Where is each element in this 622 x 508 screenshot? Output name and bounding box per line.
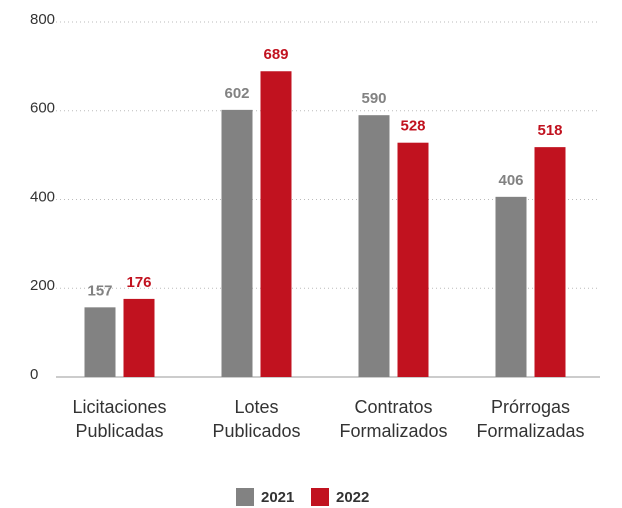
x-tick-label-line: Publicados [212, 421, 300, 441]
x-tick-label-line: Licitaciones [72, 397, 166, 417]
legend-label: 2021 [261, 489, 294, 506]
y-tick-label: 600 [30, 100, 55, 117]
bar [260, 71, 292, 377]
value-label: 590 [361, 90, 386, 107]
legend-label: 2022 [336, 489, 369, 506]
x-tick-label-line: Prórrogas [491, 397, 570, 417]
y-tick-label: 800 [30, 11, 55, 28]
bar [221, 109, 253, 378]
legend-swatch [236, 488, 254, 506]
bar [534, 147, 566, 377]
bar [358, 115, 390, 377]
legend-swatch [311, 488, 329, 506]
x-tick-label: Prórrogas Formalizadas [476, 397, 584, 441]
y-tick-label: 200 [30, 277, 55, 294]
value-label: 602 [224, 85, 249, 102]
bar [397, 142, 429, 377]
bar [84, 307, 116, 377]
value-label: 518 [537, 122, 562, 139]
value-label: 689 [263, 46, 288, 63]
x-tick-label-line: Formalizados [339, 421, 447, 441]
bar [123, 298, 155, 377]
value-label: 528 [400, 118, 425, 135]
x-tick-label-line: Lotes [234, 397, 278, 417]
x-tick-label: Licitaciones Publicadas [72, 397, 166, 441]
x-tick-label: Lotes Publicados [212, 397, 300, 441]
x-tick-label-line: Publicadas [75, 421, 163, 441]
y-tick-label: 400 [30, 188, 55, 205]
x-tick-label-line: Formalizadas [476, 421, 584, 441]
value-label: 157 [87, 282, 112, 299]
value-label: 406 [498, 172, 523, 189]
value-label: 176 [126, 274, 151, 291]
bar [495, 196, 527, 377]
x-tick-label: Contratos Formalizados [339, 397, 447, 441]
x-tick-label-line: Contratos [354, 397, 432, 417]
y-tick-label: 0 [30, 366, 38, 383]
